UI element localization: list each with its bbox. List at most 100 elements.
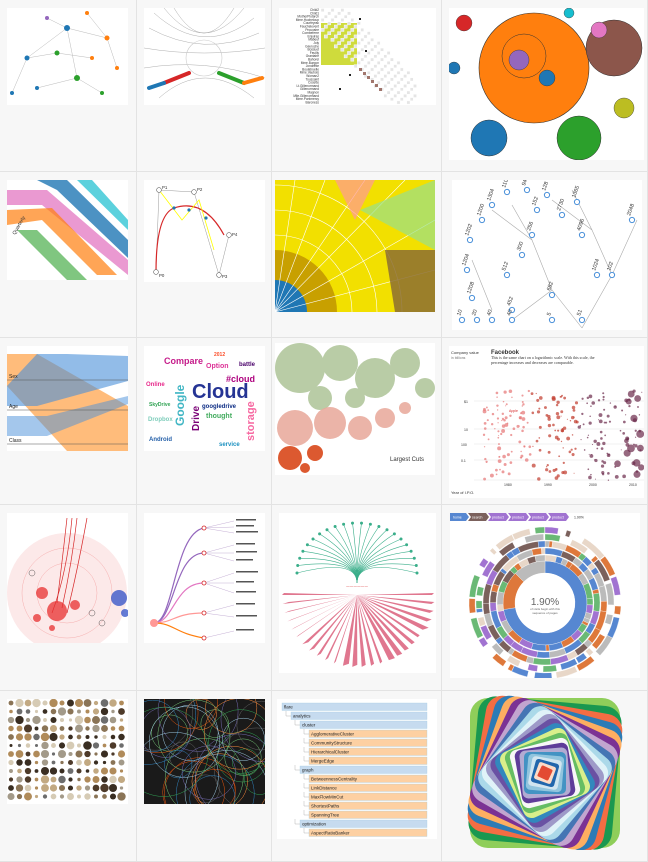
x-tick: 1990 [544, 483, 552, 487]
tree-row[interactable] [281, 702, 428, 711]
matrix-cell [390, 77, 394, 82]
ipo-scatter-thumbnail[interactable]: Company value in billions Facebook This … [449, 346, 644, 498]
tree-row[interactable] [308, 801, 428, 810]
scatter-point [590, 405, 592, 407]
gallery-cell[interactable] [137, 691, 272, 862]
scatter-point [538, 437, 541, 439]
matrix-cell [357, 41, 361, 45]
tree-row[interactable] [308, 774, 428, 783]
scatter-point [522, 425, 525, 429]
gallery-cell[interactable]: home search product product product prod… [442, 505, 648, 691]
tree-row[interactable] [308, 738, 428, 747]
tree-row[interactable] [299, 720, 428, 729]
parallel-sets-thumbnail[interactable]: Sex Age Class [7, 346, 128, 451]
scatter-point [636, 430, 644, 438]
scatter-point [506, 453, 510, 457]
nested-squares-thumbnail[interactable] [447, 695, 643, 850]
scatter-point [499, 468, 501, 471]
word-cloud-thumbnail[interactable]: Cloud Google storage Drive Compare Optio… [144, 346, 265, 451]
scatter-point [501, 429, 506, 433]
gallery-cell[interactable]: ᅳᅳᅳᅳᅳᅳ [272, 505, 442, 691]
tree-row[interactable] [299, 765, 428, 774]
grid-circle [41, 784, 49, 792]
matrix-cell [390, 97, 394, 101]
tree-row[interactable] [308, 783, 428, 792]
grid-circle [100, 699, 109, 707]
sunburst-partition-thumbnail[interactable] [275, 180, 435, 312]
grid-circle [119, 786, 124, 790]
gallery-cell[interactable]: Sex Age Class [0, 338, 137, 505]
tree-branch [342, 595, 357, 666]
matrix-cell [350, 57, 355, 62]
sankey-chord-thumbnail[interactable]: Quarterly [7, 180, 128, 280]
gallery-cell[interactable] [272, 172, 442, 338]
circle-grid-thumbnail[interactable] [7, 699, 128, 804]
matrix-cell [366, 31, 371, 36]
scatter-point [486, 419, 489, 422]
gallery-cell[interactable] [137, 505, 272, 691]
tree-row[interactable] [308, 729, 428, 738]
random-circle [220, 699, 265, 762]
sunburst-segment [470, 617, 484, 639]
tree-row[interactable] [290, 711, 428, 720]
sequence-sunburst-thumbnail[interactable]: home search product product product prod… [450, 513, 640, 678]
matrix-row-label: Courfeyrac [303, 21, 319, 25]
y-tick: 100 [461, 443, 467, 447]
random-circle [222, 717, 265, 761]
gallery-cell[interactable] [0, 0, 137, 172]
grid-circle [59, 734, 65, 740]
grid-circle [93, 700, 99, 706]
scatter-point [521, 394, 524, 397]
scatter-point [531, 411, 535, 415]
gallery-cell[interactable]: Cloud Google storage Drive Compare Optio… [137, 338, 272, 505]
scatter-point [509, 461, 513, 464]
tree-leaf [392, 532, 396, 536]
random-circle [144, 699, 194, 751]
tree-row[interactable] [308, 828, 428, 837]
grid-circle [25, 717, 31, 723]
zoomable-circle-packing-thumbnail[interactable] [449, 8, 644, 160]
gallery-cell[interactable] [0, 505, 137, 691]
sunburst-segment [614, 605, 622, 615]
gallery-cell[interactable]: Child2 Child1 MotherPlutarch Mme.Hucheloup C… [272, 0, 442, 172]
tree-row[interactable] [308, 792, 428, 801]
tree-row[interactable] [299, 819, 428, 828]
sunburst-segment [534, 554, 546, 563]
scatter-point [522, 403, 525, 406]
scatter-point [604, 434, 607, 437]
network-graph-thumbnail[interactable] [7, 8, 128, 105]
radial-tree-thumbnail[interactable]: ᅳᅳᅳᅳᅳᅳ [279, 513, 436, 673]
matrix-cell [406, 100, 411, 105]
scatter-point [606, 453, 611, 457]
gallery-cell[interactable]: flare analytics cluster AgglomerativeCluste… [272, 691, 442, 862]
collapsible-indented-tree-thumbnail[interactable]: flare analytics cluster AgglomerativeCluste… [277, 699, 437, 839]
budget-bubbles-thumbnail[interactable]: Largest Cuts [275, 343, 435, 475]
gallery-cell[interactable] [442, 0, 648, 172]
gallery-cell[interactable] [137, 0, 272, 172]
sunburst-segment [531, 547, 542, 556]
tree-row[interactable] [308, 756, 428, 765]
gallery-cell[interactable] [442, 691, 648, 862]
sunburst-segment [544, 526, 559, 535]
gallery-cell[interactable]: Quarterly [0, 172, 137, 338]
tree-row[interactable] [308, 747, 428, 756]
gallery-cell[interactable] [0, 691, 137, 862]
radial-network-thumbnail[interactable] [7, 513, 128, 643]
tree-dendrogram-thumbnail[interactable] [144, 513, 265, 643]
random-circles-thumbnail[interactable] [144, 699, 265, 804]
bezier-curve-thumbnail[interactable]: P0 P1 P2 P3 P4 [144, 180, 265, 282]
gallery-cell[interactable]: Largest Cuts [272, 338, 442, 505]
grid-circle [16, 776, 23, 783]
co-occurrence-matrix-thumbnail[interactable]: Child2 Child1 MotherPlutarch Mme.Hucheloup C… [279, 8, 436, 105]
random-circle [144, 699, 199, 754]
matrix-cell [383, 94, 388, 98]
hierarchical-edge-bundling-thumbnail[interactable] [144, 8, 265, 105]
gallery-cell[interactable]: Company value in billions Facebook This … [442, 338, 648, 505]
node-label: 682 [546, 281, 555, 292]
node-label: 1108 [501, 180, 511, 189]
gallery-cell[interactable]: P0 P1 P2 P3 P4 [137, 172, 272, 338]
scatter-point [545, 413, 549, 417]
tree-row[interactable] [308, 810, 428, 819]
